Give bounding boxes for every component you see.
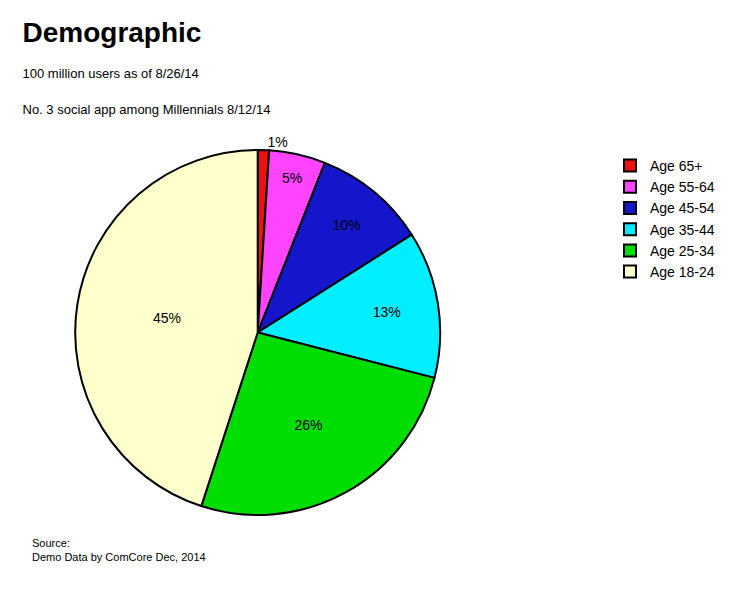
svg-text:Age 35-44: Age 35-44 xyxy=(650,222,715,238)
svg-text:26%: 26% xyxy=(295,417,323,433)
svg-text:Age 18-24: Age 18-24 xyxy=(650,264,715,280)
svg-text:Age 45-54: Age 45-54 xyxy=(650,200,715,216)
svg-text:Source:Demo Data by ComCore De: Source:Demo Data by ComCore Dec, 2014 xyxy=(32,537,206,563)
svg-text:1%: 1% xyxy=(267,134,287,150)
svg-text:10%: 10% xyxy=(333,217,361,233)
svg-text:5%: 5% xyxy=(282,170,302,186)
svg-text:Age 65+: Age 65+ xyxy=(650,158,703,174)
svg-text:13%: 13% xyxy=(373,304,401,320)
svg-text:Age 55-64: Age 55-64 xyxy=(650,179,715,195)
svg-text:45%: 45% xyxy=(153,310,181,326)
svg-text:Demographic100 million users a: Demographic100 million users as of 8/26/… xyxy=(23,17,271,118)
svg-text:Age 25-34: Age 25-34 xyxy=(650,243,715,259)
